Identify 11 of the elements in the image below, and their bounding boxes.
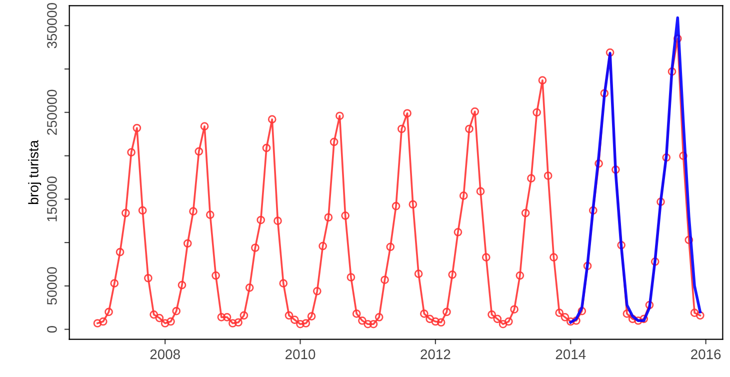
x-tick-label: 2016 (691, 349, 721, 360)
x-tick-label: 2010 (286, 349, 316, 360)
x-tick-label: 2012 (420, 349, 450, 360)
y-tick-label: 250000 (47, 90, 57, 135)
y-tick-label: 50000 (47, 267, 57, 305)
x-tick-label: 2008 (150, 349, 180, 360)
y-tick-label: 150000 (47, 176, 57, 222)
y-tick-label: 350000 (47, 2, 57, 48)
x-tick-label: 2014 (556, 349, 586, 360)
y-axis-title: broj turista (28, 140, 42, 204)
y-tick-label: 0 (47, 326, 57, 333)
